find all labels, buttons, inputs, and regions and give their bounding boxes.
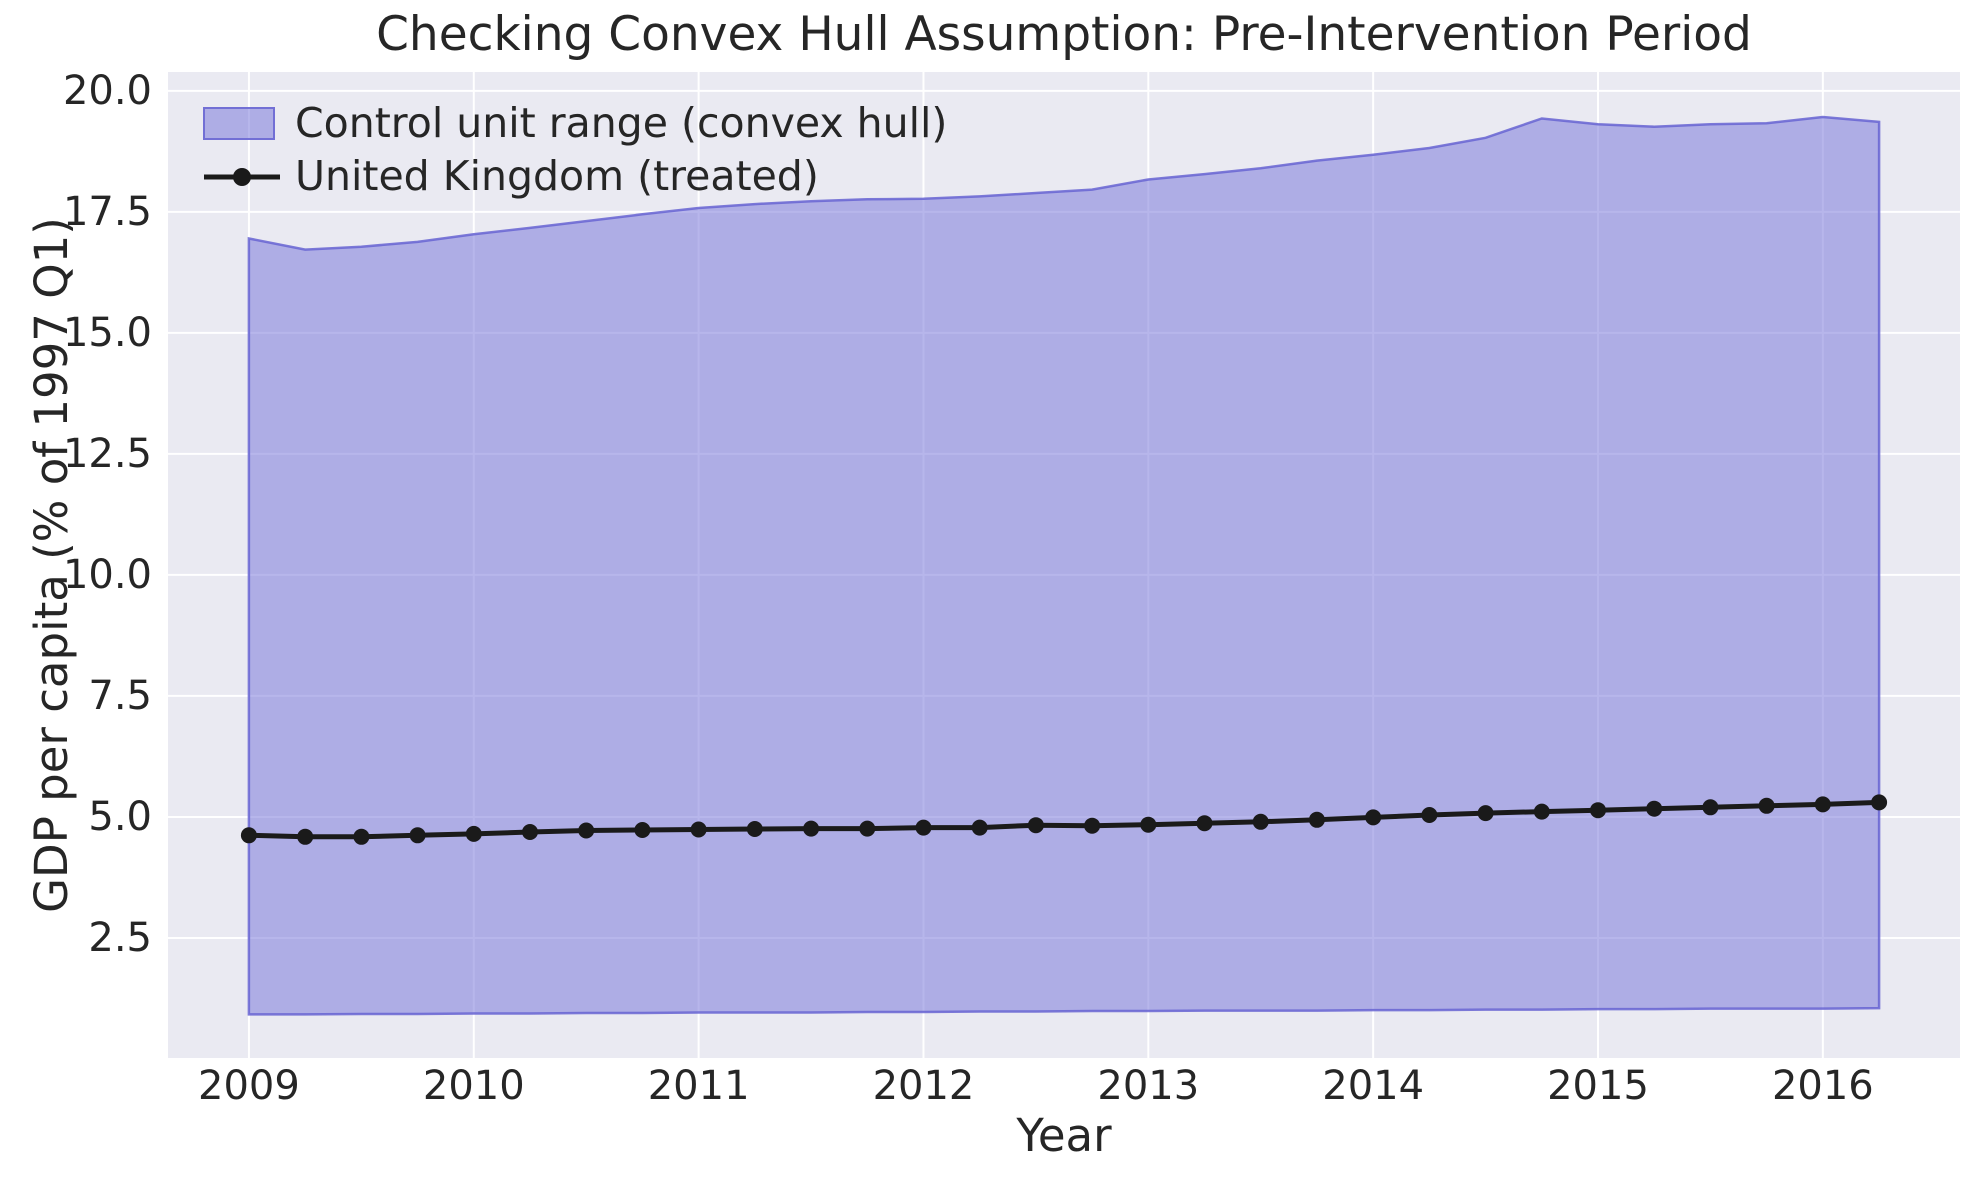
x-tick-label-2012: 2012 (872, 1063, 975, 1109)
line-marker-sample-icon (204, 168, 280, 186)
y-tick-label-7.5: 7.5 (88, 672, 152, 719)
treated-line (248, 799, 1880, 840)
chart-title: Checking Convex Hull Assumption: Pre-Int… (376, 7, 1752, 62)
treated-marker (1646, 800, 1663, 817)
x-axis-label: Year (1016, 1109, 1112, 1162)
treated-marker (1308, 811, 1325, 828)
treated-marker (690, 821, 707, 838)
treated-marker (1533, 803, 1550, 820)
y-tick-label-2.5: 2.5 (88, 914, 152, 961)
x-tick-label-2016: 2016 (1771, 1063, 1874, 1109)
x-tick-label-2015: 2015 (1547, 1063, 1649, 1109)
treated-marker (1702, 799, 1719, 816)
treated-marker (1477, 805, 1494, 822)
x-tick-label-2011: 2011 (647, 1063, 750, 1109)
y-tick-label-5.0: 5.0 (88, 793, 152, 840)
treated-marker (353, 828, 370, 845)
x-tick-label-2014: 2014 (1322, 1063, 1425, 1109)
y-tick-label-10.0: 10.0 (62, 551, 152, 598)
treated-marker (634, 822, 651, 838)
treated-marker (1590, 802, 1606, 819)
treated-marker (1140, 816, 1157, 833)
treated-marker (1196, 815, 1213, 832)
treated-marker (1421, 807, 1438, 823)
treated-marker (1365, 809, 1382, 826)
band-swatch-icon (203, 107, 275, 140)
legend-label-treated: United Kingdom (treated) (295, 152, 819, 200)
treated-marker (522, 824, 538, 840)
y-tick-label-12.5: 12.5 (62, 430, 152, 477)
treated-marker (915, 819, 932, 836)
treated-marker (1084, 817, 1101, 834)
y-tick-label-17.5: 17.5 (62, 188, 152, 235)
x-tick-label-2010: 2010 (422, 1063, 525, 1109)
treated-marker (297, 828, 314, 845)
convex-hull-band (247, 115, 1881, 1016)
y-tick-label-15.0: 15.0 (62, 309, 152, 356)
treated-marker (240, 827, 257, 844)
treated-marker (1027, 817, 1044, 834)
treated-marker (465, 825, 482, 842)
x-tick-label-2009: 2009 (198, 1063, 300, 1109)
treated-marker (409, 827, 426, 844)
treated-marker (578, 822, 595, 839)
y-tick-label-20.0: 20.0 (62, 67, 152, 114)
treated-marker (859, 820, 876, 837)
treated-marker (1871, 794, 1888, 811)
treated-marker (1252, 813, 1269, 830)
legend-label-band: Control unit range (convex hull) (295, 99, 948, 147)
x-tick-label-2013: 2013 (1097, 1063, 1200, 1109)
treated-marker (1758, 797, 1775, 814)
treated-marker (746, 821, 763, 837)
treated-marker (1814, 796, 1831, 813)
treated-marker (971, 819, 988, 836)
treated-marker (803, 820, 820, 837)
